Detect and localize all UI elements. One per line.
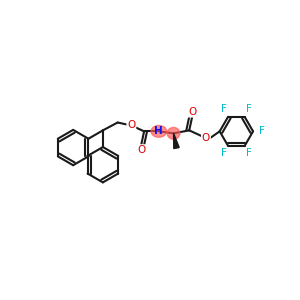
Text: F: F [221,104,226,114]
Text: H: H [154,126,163,136]
Text: F: F [221,148,226,158]
Ellipse shape [151,125,167,137]
Text: F: F [246,104,252,114]
Text: F: F [259,126,265,136]
Text: F: F [246,148,252,158]
Text: O: O [188,107,196,117]
Text: O: O [137,145,145,155]
Text: O: O [202,133,210,143]
Ellipse shape [167,128,180,139]
Polygon shape [174,133,179,148]
Text: O: O [127,121,136,130]
